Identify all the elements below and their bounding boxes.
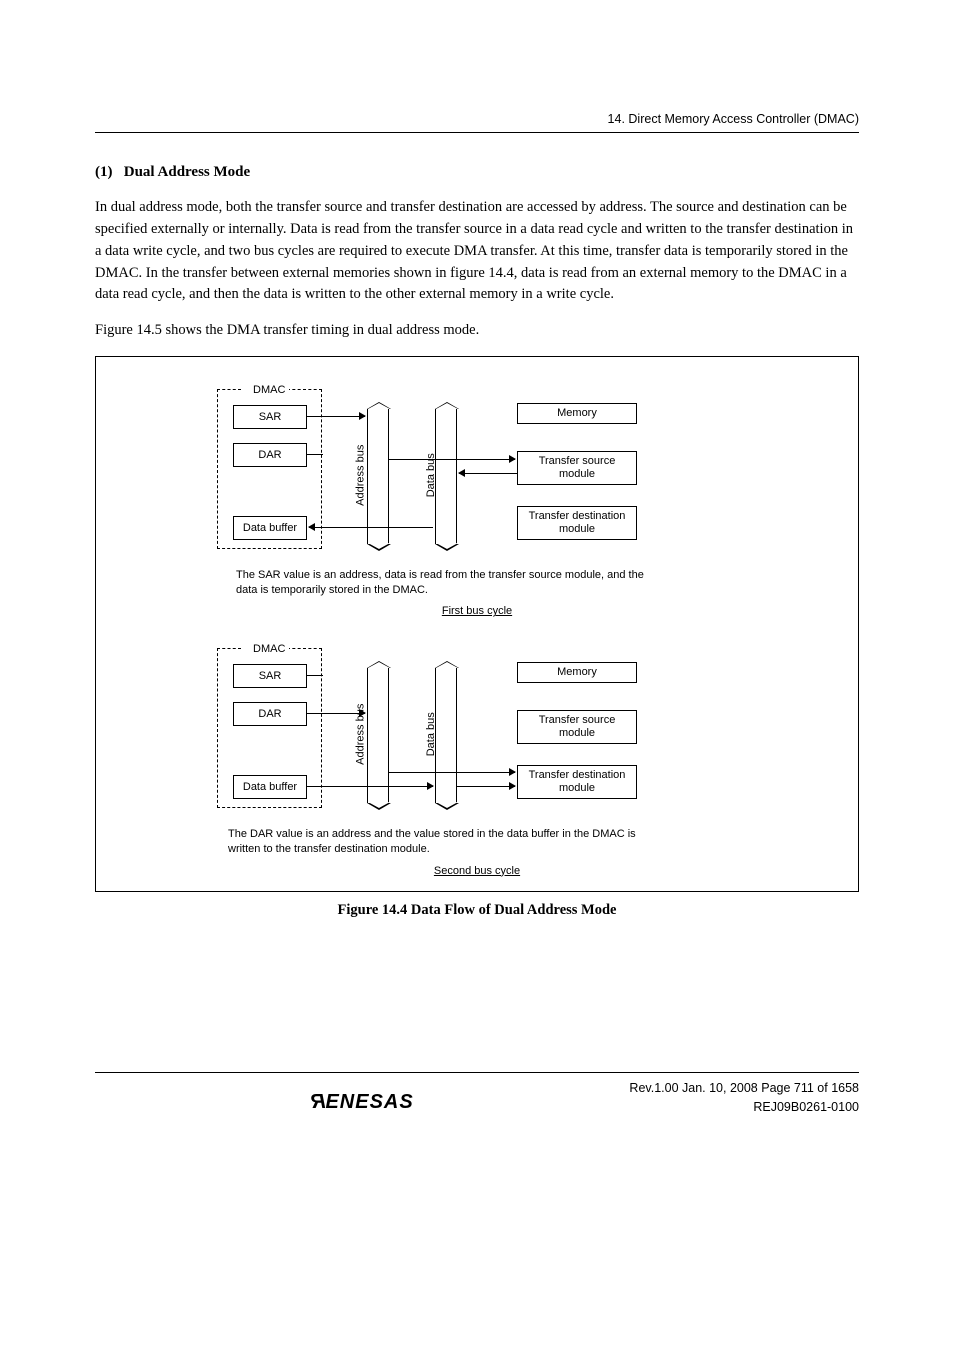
arrow <box>307 416 365 417</box>
src-module-label: Transfer source module <box>539 455 616 480</box>
body-paragraph-1: In dual address mode, both the transfer … <box>95 197 859 306</box>
data-buffer-box: Data buffer <box>233 516 307 541</box>
address-bus-label: Address bus <box>352 444 369 505</box>
address-bus-shape <box>367 409 389 544</box>
conn <box>307 675 323 676</box>
memory-label: Memory <box>557 407 597 419</box>
dmac-label: DMAC <box>249 382 289 399</box>
memory-box: Memory <box>517 662 637 683</box>
section-title: Dual Address Mode <box>124 164 250 180</box>
dst-module-box: Transfer destination module <box>517 765 637 799</box>
diagram-second-cycle: DMAC SAR DAR Data buffer Address bus Dat… <box>207 630 747 825</box>
data-bus-label: Data bus <box>423 712 440 756</box>
sar-label: SAR <box>259 411 282 423</box>
arrow <box>309 527 433 528</box>
footer-text: Rev.1.00 Jan. 10, 2008 Page 711 of 1658 … <box>95 1079 859 1117</box>
memory-label: Memory <box>557 666 597 678</box>
dst-module-label: Transfer destination module <box>529 769 626 794</box>
data-buffer-label: Data buffer <box>243 781 297 793</box>
sar-label: SAR <box>259 670 282 682</box>
arrow <box>389 459 515 460</box>
dst-module-box: Transfer destination module <box>517 506 637 540</box>
src-module-box: Transfer source module <box>517 710 637 744</box>
src-module-box: Transfer source module <box>517 451 637 485</box>
dar-box: DAR <box>233 443 307 468</box>
arrow <box>459 473 517 474</box>
second-cycle-label: Second bus cycle <box>118 863 836 880</box>
src-module-label: Transfer source module <box>539 714 616 739</box>
first-cycle-label: First bus cycle <box>118 603 836 620</box>
footer-rev: Rev.1.00 Jan. 10, 2008 Page 711 of 1658 <box>629 1081 859 1095</box>
renesas-logo: RENESAS <box>310 1087 414 1117</box>
section-heading: (1) Dual Address Mode <box>95 161 859 184</box>
arrow <box>389 772 515 773</box>
dar-label: DAR <box>258 449 281 461</box>
chapter-title: 14. Direct Memory Access Controller (DMA… <box>608 112 859 126</box>
figure-frame: DMAC SAR DAR Data buffer Address bus Dat… <box>95 356 859 892</box>
arrow <box>307 713 365 714</box>
sar-box: SAR <box>233 664 307 689</box>
data-buffer-label: Data buffer <box>243 522 297 534</box>
figure-caption: Figure 14.4 Data Flow of Dual Address Mo… <box>95 900 859 922</box>
dar-label: DAR <box>258 708 281 720</box>
data-buffer-box: Data buffer <box>233 775 307 800</box>
diagram-caption-1: The SAR value is an address, data is rea… <box>236 568 666 598</box>
dst-module-label: Transfer destination module <box>529 510 626 535</box>
page-header: 14. Direct Memory Access Controller (DMA… <box>95 110 859 133</box>
page-footer: Rev.1.00 Jan. 10, 2008 Page 711 of 1658 … <box>95 1072 859 1117</box>
sar-box: SAR <box>233 405 307 430</box>
footer-doc: REJ09B0261-0100 <box>753 1100 859 1114</box>
address-bus-shape <box>367 668 389 803</box>
section-num: (1) <box>95 164 113 180</box>
dmac-label: DMAC <box>249 641 289 658</box>
memory-box: Memory <box>517 403 637 424</box>
diagram-caption-2: The DAR value is an address and the valu… <box>228 827 668 857</box>
arrow <box>457 786 515 787</box>
arrow <box>307 786 433 787</box>
dar-box: DAR <box>233 702 307 727</box>
conn <box>307 454 323 455</box>
body-paragraph-2: Figure 14.5 shows the DMA transfer timin… <box>95 320 859 342</box>
diagram-first-cycle: DMAC SAR DAR Data buffer Address bus Dat… <box>207 371 747 566</box>
